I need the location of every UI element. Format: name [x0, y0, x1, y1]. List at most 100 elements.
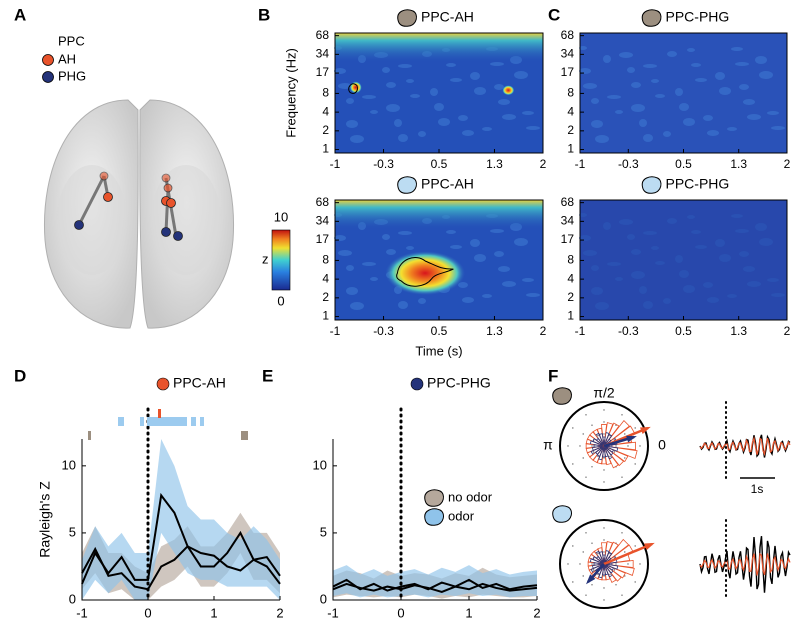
heatmap-texture [651, 246, 659, 250]
heatmap-texture [747, 281, 761, 287]
heatmap-texture [362, 95, 376, 99]
heatmap-texture [346, 265, 354, 271]
significance-marker [147, 417, 187, 426]
polar-grid-dot [603, 409, 605, 411]
heatmap-texture [595, 135, 609, 143]
polar-grid-dot [613, 569, 616, 571]
series-line [332, 582, 538, 594]
heatmap-texture [639, 286, 647, 294]
polar-grid-dot [585, 476, 587, 478]
polar-grid-dot [621, 476, 623, 478]
polar-grid-dot [572, 545, 574, 547]
heatmap-texture [430, 88, 438, 96]
heatmap-texture [514, 71, 528, 79]
panel-title: PPC-AH [421, 176, 474, 192]
heatmap-texture [350, 135, 364, 143]
y-tick-label: 17 [316, 65, 330, 79]
panel-title: PPC-AH [421, 9, 474, 25]
heatmap-texture [398, 134, 408, 142]
heatmap-texture [482, 127, 492, 131]
polar-grid-dot [615, 563, 617, 565]
heatmap-texture [386, 82, 396, 88]
colorbar-tick-label: 0 [277, 293, 284, 308]
polar-grid-dot [579, 445, 581, 447]
heatmap-texture [462, 130, 474, 136]
y-tick-label: 34 [561, 214, 575, 228]
rose-wedge [603, 445, 638, 460]
heatmap-texture [386, 249, 396, 255]
heatmap-texture [446, 230, 456, 234]
polar-grid-dot [634, 581, 636, 583]
lfp-trace [699, 536, 791, 593]
polar-grid-dot [591, 563, 593, 565]
panel-label: C [548, 5, 560, 24]
x-tick-label: 0.5 [675, 157, 692, 171]
x-tick-label: 0 [144, 605, 151, 620]
polar-grid-dot [624, 457, 626, 459]
heatmap-texture [667, 218, 677, 224]
significance-marker [245, 431, 248, 440]
heatmap-texture [695, 245, 707, 249]
y-tick-label: 5 [320, 524, 327, 539]
heatmap-texture [767, 111, 779, 115]
contour [348, 83, 358, 94]
rose-wedge [603, 563, 619, 570]
heatmap-texture [603, 222, 611, 230]
y-tick-label: 10 [313, 457, 327, 472]
heatmap-texture [683, 118, 695, 126]
heatmap-texture [482, 294, 492, 298]
panel-label: A [14, 5, 26, 24]
polar-grid-dot [585, 594, 587, 596]
condition-icon [641, 9, 662, 27]
polar-grid-dot [603, 551, 605, 553]
rose-wedge [603, 563, 635, 576]
polar-grid-dot [639, 445, 641, 447]
heatmap-texture [615, 110, 623, 114]
polar-grid-dot [572, 581, 574, 583]
heatmap-texture [458, 282, 468, 288]
y-tick-label: 2 [567, 290, 574, 304]
heatmap-texture [583, 83, 597, 89]
x-tick-label: -0.3 [618, 157, 639, 171]
significance-marker [140, 417, 144, 426]
polar-grid-dot [634, 427, 636, 429]
brain [43, 99, 235, 329]
y-tick-label: 68 [316, 195, 330, 209]
heatmap-texture [474, 254, 486, 262]
legend-label: no odor [448, 489, 493, 504]
series-line [81, 492, 281, 585]
heatmap-texture [663, 298, 671, 304]
polar-grid-dot [639, 563, 641, 565]
legend-label: odor [448, 508, 475, 523]
heatmap-texture [767, 278, 779, 282]
heatmap-texture [663, 131, 671, 137]
significance-marker [200, 417, 204, 426]
heatmap-texture [727, 294, 737, 298]
arrow-head [644, 542, 655, 550]
heatmap-texture [362, 262, 376, 266]
condition-icon [424, 489, 444, 507]
polar-grid-dot [597, 434, 599, 437]
heatmap-texture [438, 118, 450, 126]
legend-label: AH [58, 51, 76, 66]
heatmap-texture [771, 293, 785, 297]
polar-grid-dot [603, 575, 605, 577]
contour [396, 257, 454, 287]
y-tick-label: 8 [567, 86, 574, 100]
polar-grid-dot [603, 587, 605, 589]
y-tick-label: 2 [322, 123, 329, 137]
heatmap-texture [334, 235, 346, 241]
x-tick-label: 2 [540, 324, 547, 338]
polar-grid-dot [603, 469, 605, 471]
heatmap-texture [715, 72, 725, 80]
heatmap-texture [687, 48, 695, 52]
heatmap-texture [607, 262, 621, 266]
significance-marker [191, 417, 196, 426]
polar-grid-dot [603, 539, 605, 541]
y-tick-label: 0 [69, 591, 76, 606]
x-tick-label: -0.3 [373, 324, 394, 338]
y-tick-label: 34 [316, 214, 330, 228]
polar-grid-dot [585, 532, 587, 534]
polar-grid-dot [627, 563, 629, 565]
